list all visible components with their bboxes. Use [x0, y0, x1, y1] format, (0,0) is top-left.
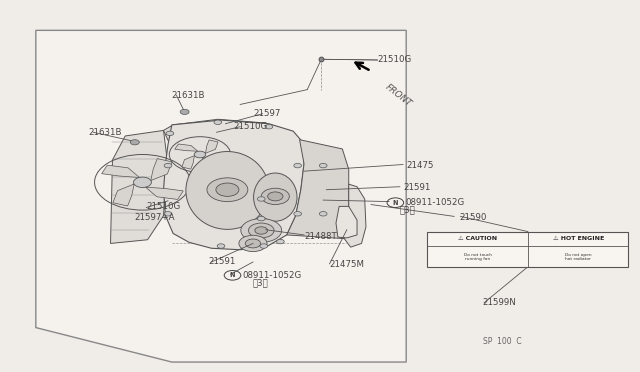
Circle shape: [276, 239, 284, 244]
Polygon shape: [113, 184, 134, 206]
Circle shape: [294, 212, 301, 216]
Circle shape: [241, 219, 282, 242]
Text: 〈3〉: 〈3〉: [400, 206, 415, 215]
Polygon shape: [182, 155, 195, 169]
Circle shape: [265, 125, 273, 129]
Circle shape: [194, 151, 205, 158]
Circle shape: [164, 163, 172, 168]
Text: 21597: 21597: [253, 109, 280, 118]
Text: ⚠ HOT ENGINE: ⚠ HOT ENGINE: [552, 236, 604, 241]
Text: 08911-1052G: 08911-1052G: [243, 271, 302, 280]
Polygon shape: [151, 158, 172, 180]
Circle shape: [164, 212, 172, 216]
Text: 21510G: 21510G: [378, 55, 412, 64]
Polygon shape: [164, 119, 300, 145]
Circle shape: [239, 235, 267, 251]
Circle shape: [245, 239, 260, 248]
Text: Do not touch
running fan: Do not touch running fan: [463, 253, 492, 261]
Ellipse shape: [186, 151, 269, 230]
Text: 21475M: 21475M: [330, 260, 365, 269]
Circle shape: [166, 131, 173, 136]
Text: 21590: 21590: [460, 213, 486, 222]
Text: FRONT: FRONT: [384, 83, 413, 109]
Circle shape: [257, 217, 265, 221]
Circle shape: [319, 212, 327, 216]
Circle shape: [180, 109, 189, 115]
Text: 21599N: 21599N: [483, 298, 516, 307]
Polygon shape: [102, 165, 140, 177]
Circle shape: [214, 120, 221, 125]
Polygon shape: [336, 206, 357, 238]
Polygon shape: [145, 187, 183, 199]
Polygon shape: [205, 140, 218, 153]
Text: 21510G: 21510G: [147, 202, 180, 211]
Ellipse shape: [253, 173, 297, 221]
Text: 21591: 21591: [208, 257, 236, 266]
Text: 21488T: 21488T: [304, 231, 337, 241]
Text: N: N: [392, 200, 398, 206]
Polygon shape: [36, 31, 406, 362]
Polygon shape: [202, 158, 225, 165]
Circle shape: [134, 177, 152, 187]
Polygon shape: [344, 184, 366, 247]
Text: 21591: 21591: [403, 183, 430, 192]
Circle shape: [207, 178, 248, 202]
Text: 21475: 21475: [406, 161, 434, 170]
Text: 21631B: 21631B: [89, 128, 122, 137]
Circle shape: [131, 140, 140, 145]
Text: 21510G: 21510G: [234, 122, 268, 131]
FancyBboxPatch shape: [428, 232, 628, 267]
Circle shape: [260, 244, 268, 248]
Circle shape: [319, 163, 327, 168]
Circle shape: [294, 163, 301, 168]
Circle shape: [217, 244, 225, 248]
Text: 21597+A: 21597+A: [135, 213, 175, 222]
Polygon shape: [175, 144, 198, 151]
Circle shape: [268, 192, 283, 201]
Text: SP  100  C: SP 100 C: [483, 337, 522, 346]
Text: ⚠ CAUTION: ⚠ CAUTION: [458, 236, 497, 241]
Text: N: N: [230, 272, 236, 278]
Polygon shape: [164, 120, 304, 250]
Text: 〈3〉: 〈3〉: [253, 279, 269, 288]
Circle shape: [216, 183, 239, 196]
Circle shape: [257, 197, 265, 201]
Circle shape: [261, 188, 289, 205]
Text: 21631B: 21631B: [172, 91, 205, 100]
Text: 08911-1052G: 08911-1052G: [406, 198, 465, 207]
Polygon shape: [111, 131, 167, 243]
Circle shape: [248, 223, 274, 238]
Circle shape: [255, 227, 268, 234]
Text: Do not open
hot radiator: Do not open hot radiator: [565, 253, 591, 261]
Polygon shape: [287, 140, 349, 238]
